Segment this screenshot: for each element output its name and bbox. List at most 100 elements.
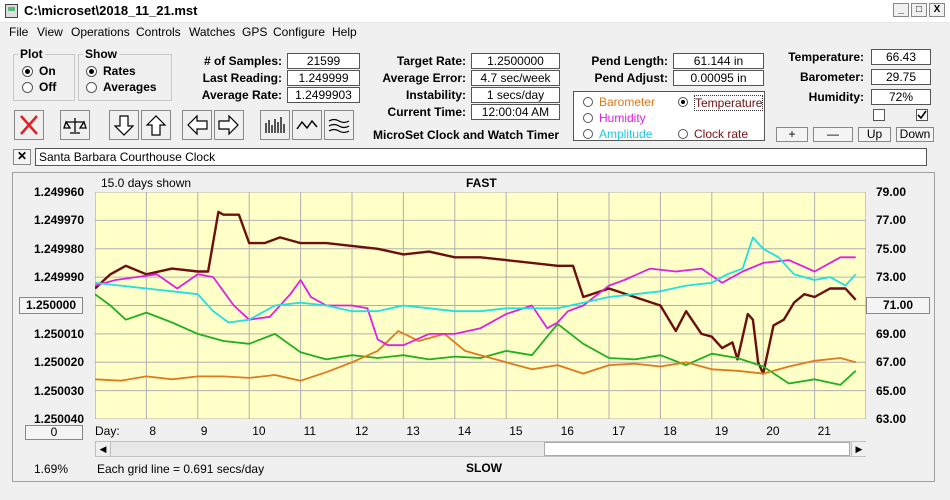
x-tick: 20 xyxy=(766,424,780,438)
amplitude-radio-label: Amplitude xyxy=(599,127,653,141)
pend-adjust-field: 0.00095 in xyxy=(673,70,764,86)
slow-label: SLOW xyxy=(466,461,502,475)
balance-scale-icon xyxy=(63,118,87,134)
plus-button[interactable]: + xyxy=(776,127,808,142)
close-clock-button[interactable]: ✕ xyxy=(13,149,31,165)
checkbox-left[interactable] xyxy=(873,109,885,121)
bar-plot-button[interactable] xyxy=(260,110,290,140)
clock-rate-radio[interactable] xyxy=(678,129,688,139)
menu-watches[interactable]: Watches xyxy=(189,25,236,39)
plot-off-label: Off xyxy=(39,80,57,94)
right-center-button[interactable]: 71.00 xyxy=(866,297,930,314)
show-averages-radio[interactable] xyxy=(86,82,97,93)
clock-name-input[interactable]: Santa Barbara Courthouse Clock xyxy=(35,148,927,166)
series-line-clock-rate xyxy=(95,210,857,375)
minus-button[interactable]: — xyxy=(813,127,853,142)
horizontal-scrollbar[interactable]: ◀ ▶ xyxy=(95,441,866,457)
line-plot-button[interactable] xyxy=(292,110,322,140)
zero-button[interactable]: 0 xyxy=(25,425,83,440)
menu-gps[interactable]: GPS xyxy=(242,25,268,39)
humidity-field: 72% xyxy=(871,89,931,105)
plot-on-radio[interactable] xyxy=(22,66,33,77)
target-rate-field[interactable]: 1.2500000 xyxy=(471,53,560,69)
x-tick: 9 xyxy=(200,424,208,438)
average-rate-field: 1.2499903 xyxy=(287,87,360,103)
show-rates-radio[interactable] xyxy=(86,66,97,77)
line-wave-icon xyxy=(296,119,318,130)
arrow-left-icon xyxy=(187,114,208,136)
checkbox-right[interactable] xyxy=(916,109,928,121)
menu-operations[interactable]: Operations xyxy=(71,25,130,39)
scroll-right-icon[interactable]: ▶ xyxy=(851,442,866,456)
title-bar: C:\microset\2018_11_21.mst _ □ X xyxy=(0,0,950,23)
last-reading-label: Last Reading: xyxy=(202,71,282,85)
series-line-amplitude xyxy=(95,236,857,324)
x-tick: 12 xyxy=(355,424,369,438)
down-arrow-button[interactable] xyxy=(109,110,139,140)
y-right-tick: 79.00 xyxy=(876,185,907,199)
down-button[interactable]: Down xyxy=(896,127,934,142)
balance-button[interactable] xyxy=(60,110,90,140)
y-left-tick: 1.249990 xyxy=(33,270,84,285)
up-arrow-button[interactable] xyxy=(141,110,171,140)
y-left-tick: 1.249970 xyxy=(33,213,84,228)
fast-label: FAST xyxy=(466,176,497,190)
y-right-tick: 75.00 xyxy=(876,241,907,256)
app-icon[interactable] xyxy=(5,4,18,18)
menu-configure[interactable]: Configure xyxy=(273,25,326,39)
amplitude-radio[interactable] xyxy=(583,129,593,139)
percent-label: 1.69% xyxy=(34,462,69,476)
average-error-field: 4.7 sec/week xyxy=(471,70,560,86)
parameter-panel xyxy=(573,91,765,141)
plot-off-radio[interactable] xyxy=(22,82,33,93)
x-tick: 15 xyxy=(509,424,523,438)
clock-rate-radio-label: Clock rate xyxy=(694,127,749,141)
scroll-thumb[interactable] xyxy=(544,442,850,456)
grid-lines xyxy=(95,192,866,419)
right-arrow-button[interactable] xyxy=(214,110,244,140)
instability-field: 1 secs/day xyxy=(471,87,560,103)
barometer-radio-label: Barometer xyxy=(599,95,656,109)
x-tick: 11 xyxy=(303,424,317,438)
barometer-field: 29.75 xyxy=(871,69,931,85)
scroll-left-icon[interactable]: ◀ xyxy=(96,442,111,456)
current-time-label: Current Time: xyxy=(387,105,466,119)
waves-icon xyxy=(328,118,350,134)
menu-controls[interactable]: Controls xyxy=(136,25,181,39)
temperature-radio-label: Temperature xyxy=(694,95,764,111)
clear-button[interactable] xyxy=(14,110,44,140)
temperature-radio[interactable] xyxy=(678,97,688,107)
x-tick: 17 xyxy=(612,424,626,438)
up-button[interactable]: Up xyxy=(858,127,891,142)
grid-note: Each grid line = 0.691 secs/day xyxy=(97,462,265,476)
series-line-temperature xyxy=(95,293,857,386)
show-rates-label: Rates xyxy=(103,64,136,78)
x-tick: 18 xyxy=(663,424,677,438)
humidity-label: Humidity: xyxy=(808,90,864,104)
y-left-tick: 1.250040 xyxy=(33,412,84,426)
smooth-plot-button[interactable] xyxy=(324,110,354,140)
x-tick: 10 xyxy=(252,424,266,438)
last-reading-field: 1.249999 xyxy=(287,70,360,86)
arrow-up-icon xyxy=(145,115,167,136)
maximize-button[interactable]: □ xyxy=(911,3,927,17)
minimize-button[interactable]: _ xyxy=(893,3,909,17)
menu-file[interactable]: File xyxy=(9,25,29,39)
y-left-tick: 1.250010 xyxy=(33,326,84,341)
days-shown-label: 15.0 days shown xyxy=(101,176,192,190)
show-group-title: Show xyxy=(85,47,117,61)
left-center-button[interactable]: 1.250000 xyxy=(19,297,83,314)
menu-view[interactable]: View xyxy=(37,25,63,39)
plot-group-title: Plot xyxy=(20,47,43,61)
instability-label: Instability: xyxy=(405,88,466,102)
menu-help[interactable]: Help xyxy=(332,25,357,39)
x-tick: 13 xyxy=(406,424,420,438)
x-tick: 21 xyxy=(817,424,831,438)
humidity-radio[interactable] xyxy=(583,113,593,123)
y-left-tick: 1.250030 xyxy=(33,383,84,398)
close-window-button[interactable]: X xyxy=(929,3,945,17)
barometer-label: Barometer: xyxy=(799,70,864,84)
left-arrow-button[interactable] xyxy=(182,110,212,140)
red-x-icon xyxy=(20,115,38,135)
barometer-radio[interactable] xyxy=(583,97,593,107)
